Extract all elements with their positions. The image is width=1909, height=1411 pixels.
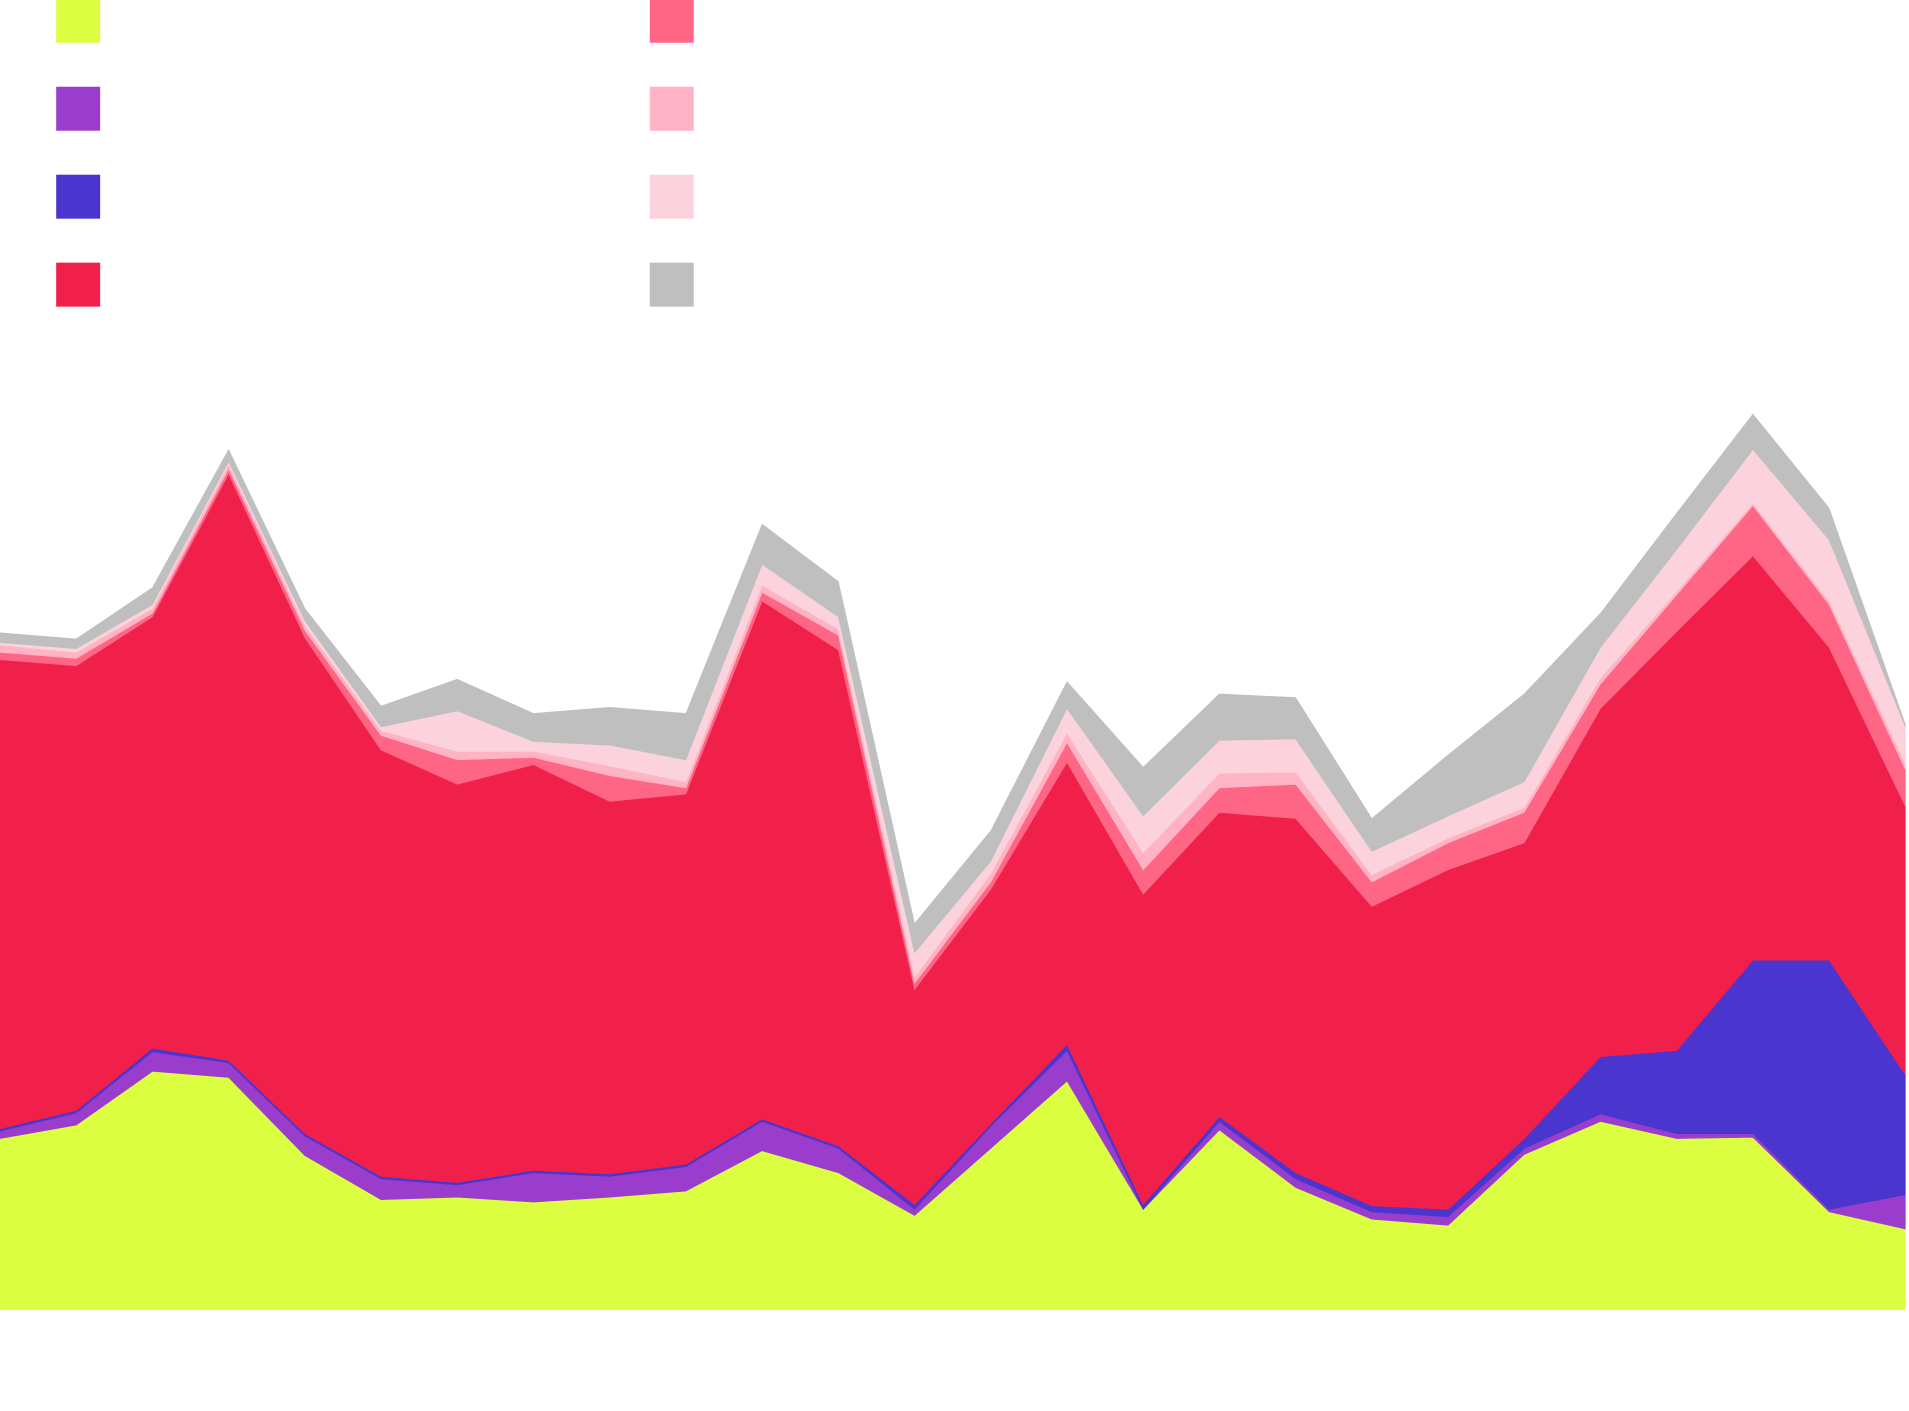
legend-swatch [649,86,694,131]
area [0,413,1906,954]
legend-swatch [56,86,101,131]
legend-swatch [649,174,694,219]
legend-swatch [56,0,101,43]
legend-swatch [649,0,694,43]
legend-swatch [56,174,101,219]
legend-swatch [649,262,694,307]
plot-area [0,413,1906,1310]
legend [56,0,694,307]
legend-swatch [56,262,101,307]
